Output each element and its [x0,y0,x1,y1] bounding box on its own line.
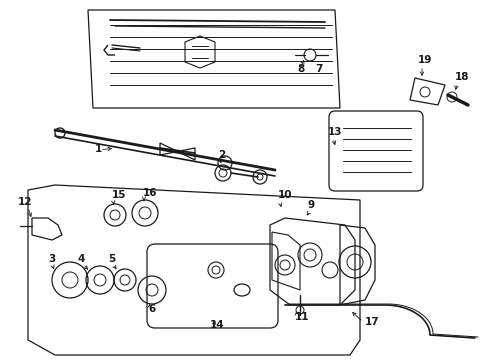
Text: 15: 15 [112,190,126,200]
Text: 9: 9 [307,200,314,210]
Text: 7: 7 [314,64,322,74]
Text: 1: 1 [95,144,102,154]
Text: 17: 17 [364,317,379,327]
Text: 11: 11 [294,312,309,322]
Text: 18: 18 [454,72,468,82]
Text: 10: 10 [278,190,292,200]
Text: 8: 8 [296,64,304,74]
Circle shape [55,128,65,138]
Text: 13: 13 [327,127,342,137]
Text: 4: 4 [78,254,85,264]
Text: 2: 2 [218,150,225,160]
Text: 14: 14 [209,320,224,330]
Text: 19: 19 [417,55,431,65]
Text: 3: 3 [48,254,55,264]
Text: 16: 16 [142,188,157,198]
Text: 12: 12 [18,197,32,207]
Text: 6: 6 [148,304,155,314]
Text: 5: 5 [108,254,115,264]
